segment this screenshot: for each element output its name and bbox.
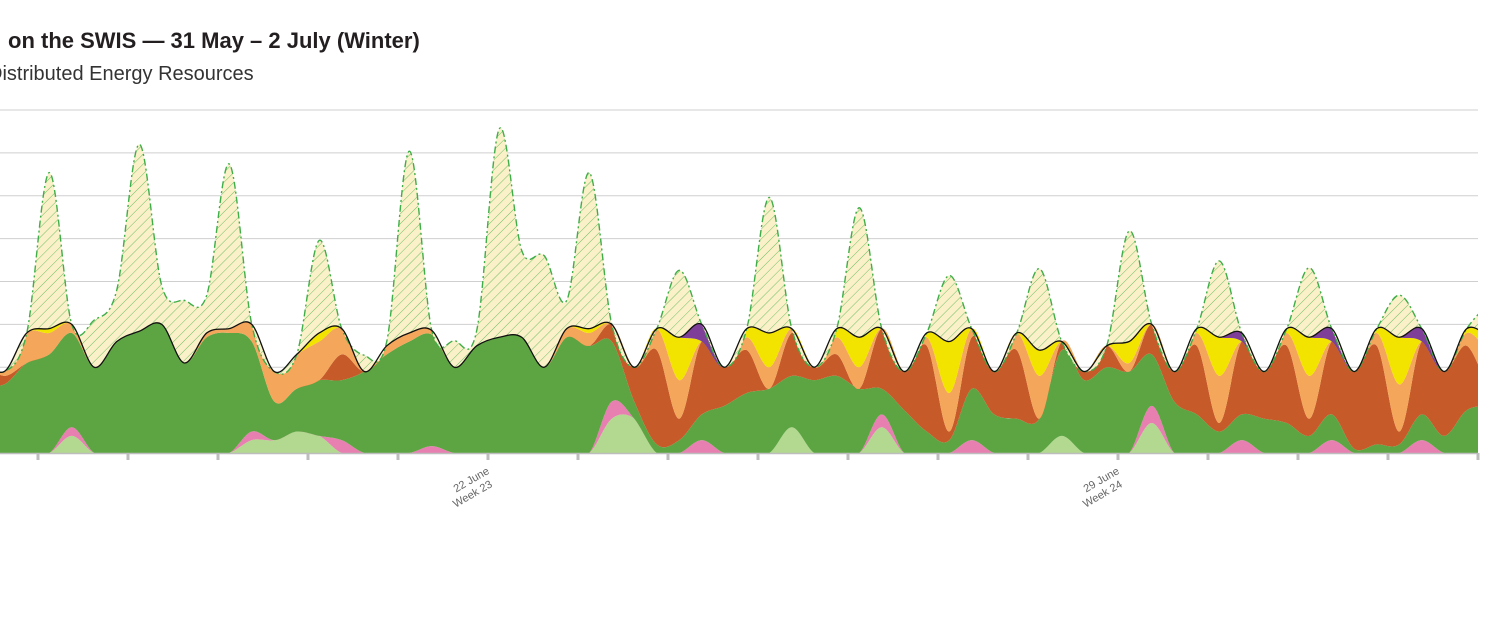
demand-line bbox=[0, 321, 1478, 374]
plot-area bbox=[0, 127, 1478, 453]
area-series bbox=[0, 322, 1478, 451]
overlay-outline bbox=[0, 127, 1478, 375]
area-series bbox=[0, 400, 1478, 453]
chart-subtitle: Distributed Energy Resources bbox=[0, 63, 254, 85]
area-series bbox=[0, 322, 1478, 453]
area-series bbox=[0, 321, 1478, 432]
area-series bbox=[0, 414, 1478, 453]
chart-title: on the SWIS — 31 May – 2 July (Winter) bbox=[8, 28, 420, 53]
